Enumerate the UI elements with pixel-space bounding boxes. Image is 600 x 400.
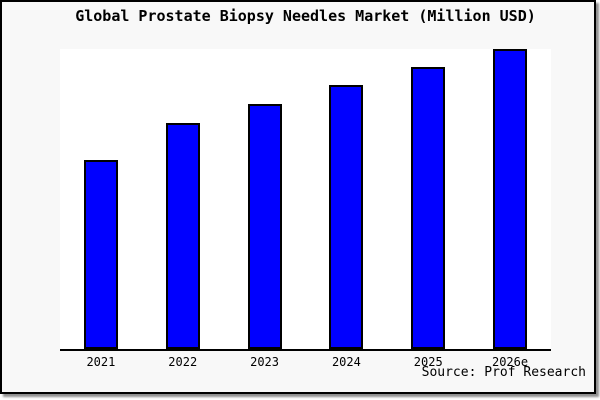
bar-slot-2026e (469, 49, 551, 349)
plot-area (60, 49, 551, 351)
bar-slot-2021 (60, 49, 142, 349)
bar-slot-2022 (142, 49, 224, 349)
bar-slot-2023 (224, 49, 306, 349)
x-tick-label-2025: 2025 (413, 355, 443, 369)
bar-slot-2025 (387, 49, 469, 349)
x-tick-label-2021: 2021 (86, 355, 116, 369)
source-note: Source: Prof Research (421, 365, 586, 380)
bar-2026e (493, 49, 528, 349)
bar-2021 (83, 160, 118, 349)
x-tick-label-2023: 2023 (250, 355, 280, 369)
x-tick-label-2026e: 2026e (491, 355, 529, 369)
x-axis-labels: 2021 2022 2023 2024 2025 2026e (60, 355, 551, 369)
bar-2024 (329, 85, 364, 349)
chart-title: Global Prostate Biopsy Needles Market (M… (75, 7, 536, 25)
bar-slot-2024 (305, 49, 387, 349)
bar-2022 (165, 123, 200, 349)
bar-2025 (411, 67, 446, 349)
bar-2023 (247, 104, 282, 349)
x-tick-label-2022: 2022 (168, 355, 198, 369)
x-tick-label-2024: 2024 (331, 355, 361, 369)
